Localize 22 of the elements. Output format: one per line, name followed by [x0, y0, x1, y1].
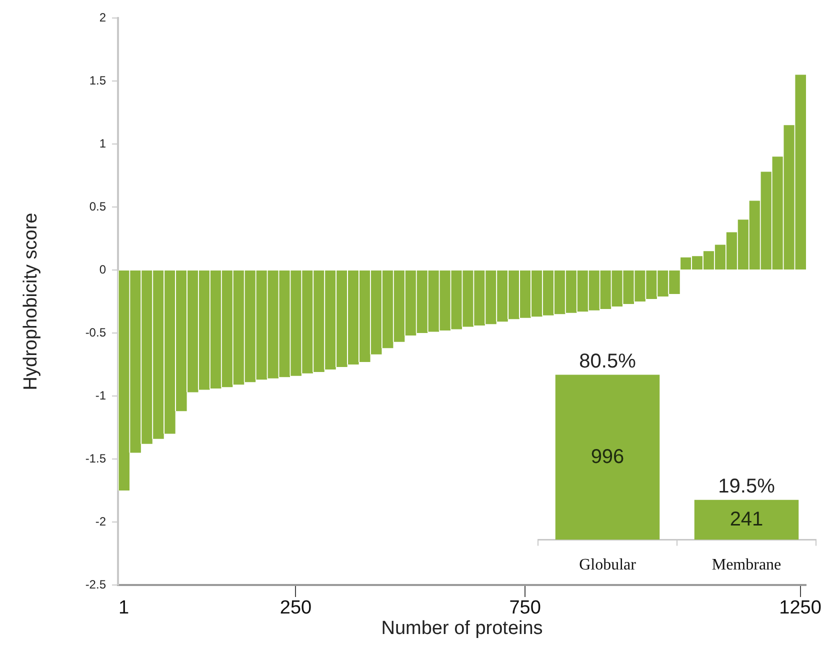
y-tick-label: -1.5 [85, 451, 106, 466]
x-tick-label: Membrane [712, 556, 782, 574]
y-tick-label: 0 [99, 262, 106, 276]
y-tick-label: -2 [95, 514, 106, 528]
data-label: 996 [590, 446, 624, 468]
data-label: 241 [730, 508, 764, 530]
y-tick-label: 0.5 [89, 199, 106, 214]
y-tick-label: 1.5 [89, 73, 106, 88]
x-tick-label: 250 [280, 598, 312, 619]
x-axis-title: Number of proteins [381, 618, 543, 639]
y-tick-label: 1 [99, 136, 106, 150]
annotation: 80.5% [579, 350, 636, 372]
y-tick-label: -1 [95, 388, 106, 402]
x-tick-label: Globular [579, 556, 637, 574]
y-tick-label: -2.5 [85, 577, 106, 592]
y-tick-label: -0.5 [85, 325, 106, 340]
y-axis-title: Hydrophobicity score [20, 212, 42, 390]
y-tick-label: 2 [99, 10, 106, 24]
annotation: 19.5% [718, 475, 776, 498]
x-tick-label: 750 [509, 598, 541, 619]
x-tick-label: 1250 [779, 598, 822, 619]
x-tick-label: 1 [118, 598, 130, 619]
